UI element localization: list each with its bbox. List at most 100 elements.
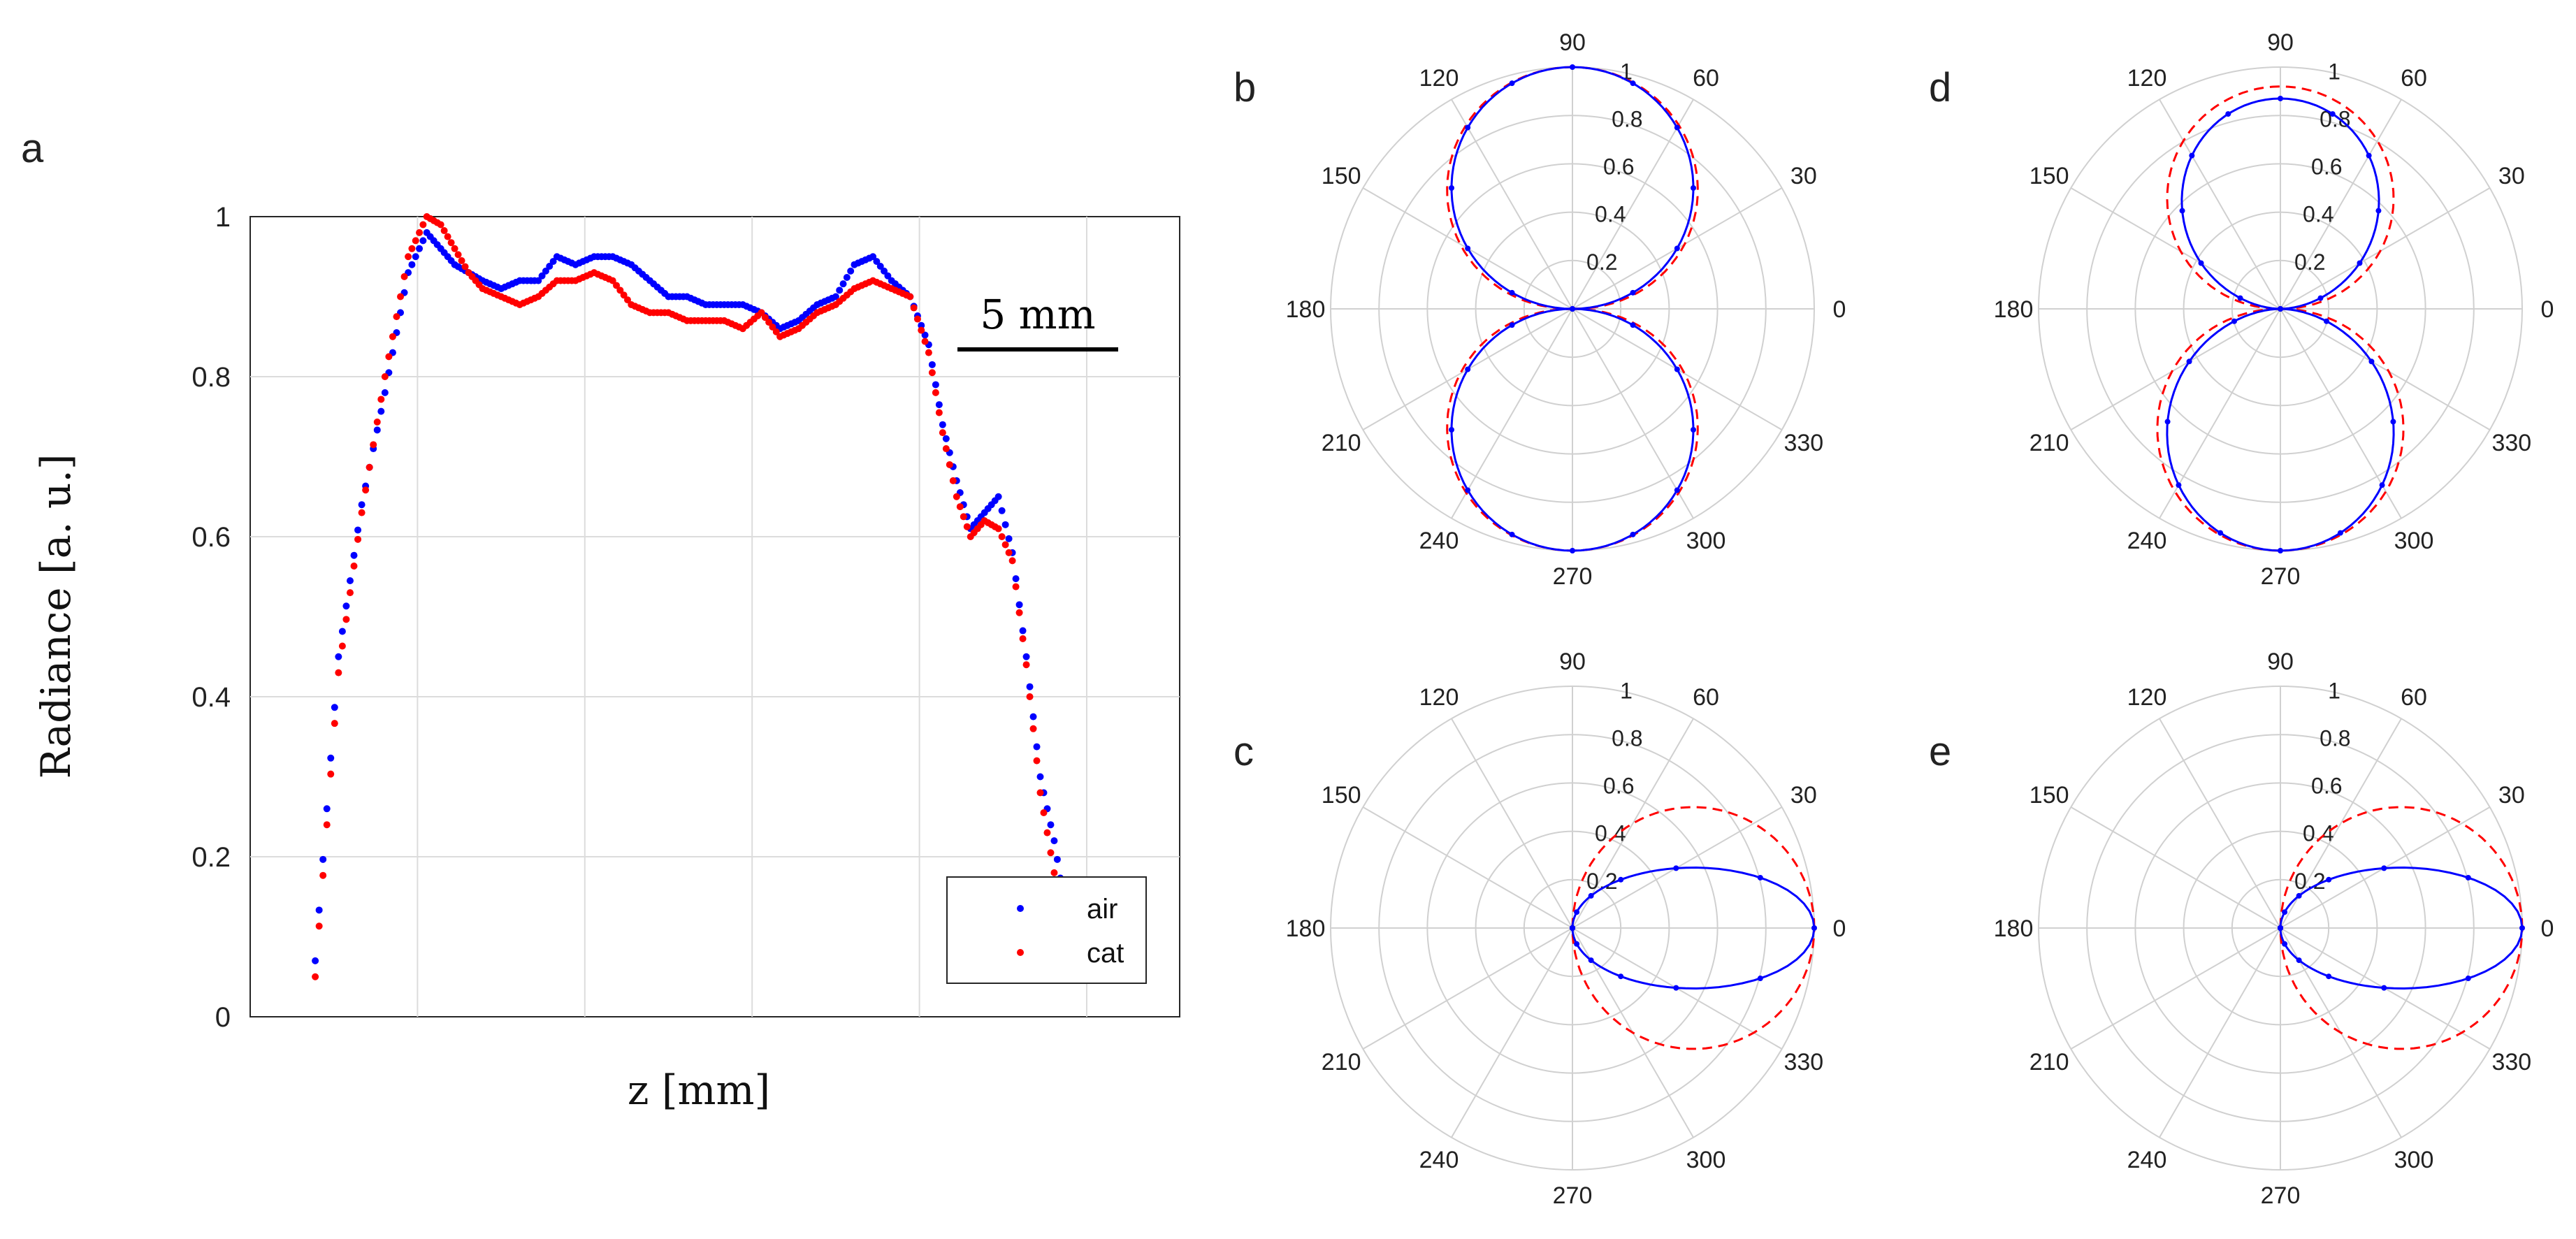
polar-spoke [2280,718,2402,929]
data-point-cat [346,589,354,597]
angle-tick-label: 60 [2401,684,2427,711]
polar-marker [1674,124,1680,131]
data-point-cat [918,326,925,334]
angle-tick-label: 120 [1419,65,1459,92]
polar-spoke [1451,718,1573,929]
angle-tick-label: 240 [2127,1147,2167,1173]
data-point-air [323,805,331,813]
data-point-cat [400,273,408,280]
radial-tick-label: 0.4 [1595,202,1626,227]
angle-tick-label: 330 [2491,430,2531,456]
data-point-cat [370,441,377,449]
polar-marker [2282,941,2288,947]
angle-tick-label: 270 [1553,1182,1593,1209]
angle-tick-label: 30 [2498,163,2525,189]
data-point-air [354,526,362,534]
data-point-air [1026,683,1034,690]
data-points [312,213,1086,980]
polar-spoke [1451,99,1573,310]
data-point-cat [758,309,765,317]
data-point-cat [772,328,780,335]
data-point-air [873,258,881,266]
polar-marker [1674,487,1680,493]
data-point-cat [319,871,327,879]
legend-box [946,876,1147,984]
data-point-air [381,389,389,396]
radial-tick-label: 0.4 [1595,821,1626,846]
radial-tick-label: 0.2 [2294,869,2325,894]
data-point-air [832,293,839,300]
polar-spoke [2280,99,2402,310]
data-point-cat [458,256,465,264]
data-point-cat [373,418,381,426]
polar-spoke [1572,99,1694,310]
radial-tick-label: 1 [1620,678,1633,703]
radial-tick-label: 0.2 [2294,249,2325,275]
polar-marker [1618,876,1624,883]
radial-tick-label: 1 [2328,678,2340,703]
angle-tick-label: 90 [1559,29,1586,56]
data-point-cat [616,287,624,294]
angle-tick-label: 120 [2127,65,2167,92]
angle-tick-label: 210 [1322,430,1361,456]
polar-spoke [2159,927,2281,1138]
polar-spoke [2070,187,2281,310]
polar-marker [1673,985,1679,991]
angle-tick-label: 180 [1286,296,1326,323]
data-point-air [942,435,950,442]
panel-label-c: c [1233,729,1254,774]
data-point-air [419,237,427,245]
polar-marker [1509,80,1515,87]
polar-marker [2317,295,2324,301]
polar-marker [1574,909,1580,915]
data-point-cat [620,291,628,299]
polar-marker [1691,185,1696,191]
angle-tick-label: 150 [1322,782,1361,809]
data-point-cat [921,338,929,345]
data-point-air [535,277,542,284]
data-point-cat [928,369,936,377]
data-point-air [847,267,855,275]
polar-marker [1630,322,1636,328]
data-point-air [1033,743,1041,751]
x-axis-label: z [mm] [628,1066,770,1114]
data-point-air [884,272,892,280]
polar-marker [1574,941,1580,947]
data-point-air [994,493,1002,500]
data-point-cat [1005,549,1013,556]
polar-marker [1570,548,1575,553]
radial-tick-label: 0.2 [1586,869,1617,894]
data-point-cat [393,313,400,321]
data-point-cat [362,486,370,494]
radial-tick-label: 0.8 [1612,106,1642,131]
polar-marker [2519,925,2525,931]
panel-label-a: a [21,126,44,171]
polar-spoke [1362,927,1573,1050]
angle-tick-label: 150 [2029,782,2069,809]
panel-label-d: d [1929,65,1951,110]
polar-marker [2381,985,2387,991]
data-point-cat [1012,583,1020,590]
polar-marker [1757,874,1763,881]
data-point-cat [769,324,776,331]
data-point-cat [942,445,950,453]
radial-tick-label: 0.8 [2320,106,2350,131]
data-point-cat [1015,609,1023,616]
data-point-air [546,262,553,270]
polar-spoke [2280,187,2491,310]
polar-marker [1509,531,1515,537]
polar-marker [2368,358,2375,365]
panel-label-e: e [1929,729,1951,774]
polar-marker [2375,208,2382,214]
data-point-cat [939,429,946,437]
data-point-cat [913,315,921,323]
data-point-air [342,602,350,610]
angle-tick-label: 60 [1693,65,1719,92]
data-point-air [918,321,925,329]
data-point-air [538,272,546,280]
polar-marker [1674,366,1680,372]
polar-marker [1465,366,1471,372]
data-point-cat [331,720,338,727]
polar-spoke [2159,718,2281,929]
data-point-cat [1050,869,1058,876]
